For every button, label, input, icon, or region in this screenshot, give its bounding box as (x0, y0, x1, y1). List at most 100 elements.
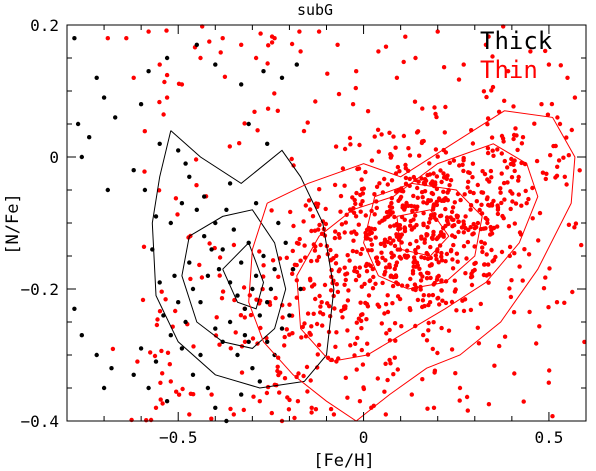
thick-point (72, 306, 77, 311)
thin-point (420, 298, 426, 303)
thin-point (319, 300, 324, 305)
thin-point (544, 171, 549, 176)
thin-point (364, 301, 370, 307)
thin-point (269, 410, 274, 416)
thin-point (360, 246, 365, 252)
thin-point (316, 29, 322, 34)
y-tick-label: 0.2 (30, 16, 59, 35)
thin-point (314, 321, 320, 327)
thin-point (566, 153, 571, 158)
thin-point (499, 133, 505, 139)
thin-point (348, 343, 353, 348)
thin-point (355, 335, 360, 341)
thin-point (409, 203, 414, 209)
thin-point (417, 153, 422, 158)
thin-point (495, 203, 500, 208)
thin-point (375, 302, 380, 307)
thin-point (209, 416, 214, 421)
thin-point (400, 205, 405, 210)
thin-point (505, 165, 510, 170)
thin-point (374, 255, 380, 260)
thick-point (194, 42, 199, 47)
thin-point (146, 29, 151, 34)
thin-point (393, 145, 398, 150)
axis-ticks: −0.5 0 0.5 −0.4 −0.2 0 0.2 (20, 16, 587, 447)
thin-point (519, 141, 525, 146)
thin-point (188, 391, 193, 396)
thin-point (251, 394, 256, 399)
thin-point (419, 255, 424, 260)
thin-point (514, 133, 519, 138)
thin-point (135, 359, 140, 364)
thin-point (444, 215, 450, 220)
thin-point (361, 386, 367, 392)
thin-point (342, 230, 347, 235)
thin-point (477, 207, 482, 213)
thin-point (475, 325, 480, 330)
thin-point (425, 256, 431, 261)
thin-point (410, 209, 415, 214)
thin-point (389, 178, 395, 183)
thin-point (437, 197, 442, 203)
thin-point (491, 153, 496, 158)
thin-point (140, 297, 146, 303)
thin-point (340, 315, 345, 320)
thin-point (382, 389, 387, 394)
thin-point (433, 147, 439, 152)
thin-point (301, 219, 306, 224)
thin-point (397, 169, 402, 174)
thin-point (345, 253, 350, 258)
thin-point (286, 407, 292, 412)
thin-point (299, 335, 304, 340)
thin-point (388, 152, 393, 157)
thin-point (337, 267, 342, 272)
thin-point (428, 244, 433, 250)
thick-point (242, 333, 248, 338)
thin-point (498, 190, 503, 195)
thin-point (438, 168, 443, 173)
thin-point (309, 405, 314, 410)
thin-point (520, 278, 525, 283)
thick-point (109, 366, 114, 371)
thick-point (164, 55, 170, 61)
thin-point (372, 192, 377, 197)
thin-point (501, 180, 507, 186)
thin-point (308, 332, 313, 337)
thin-point (252, 109, 257, 115)
thin-point (480, 249, 485, 255)
thin-point (359, 347, 364, 353)
thin-point (359, 326, 364, 331)
thin-point (546, 62, 552, 67)
thin-point (369, 248, 374, 253)
thin-point (428, 213, 434, 218)
thin-point (354, 367, 359, 372)
thin-point (430, 346, 435, 352)
thick-point (261, 253, 266, 259)
y-tick-label: −0.2 (20, 280, 59, 299)
thin-point (502, 334, 508, 339)
thin-point (519, 203, 524, 208)
y-tick-label: 0 (49, 148, 59, 167)
thin-point (426, 293, 432, 298)
thick-point (138, 102, 144, 107)
thin-point (334, 330, 339, 335)
thin-point (469, 274, 475, 279)
thin-point (486, 34, 491, 39)
thin-point (193, 157, 199, 162)
thin-point (512, 168, 517, 174)
thin-point (269, 208, 274, 213)
thin-point (408, 223, 413, 228)
thin-point (425, 172, 430, 178)
thin-point (318, 310, 323, 315)
thin-point (523, 188, 528, 194)
thin-point (510, 191, 515, 196)
thin-point (452, 200, 457, 205)
thin-point (515, 147, 520, 153)
thin-point (167, 362, 172, 367)
thin-point (424, 250, 429, 256)
thin-point (469, 282, 475, 288)
thick-point (87, 135, 92, 140)
thin-point (222, 74, 228, 80)
thin-point (387, 236, 392, 241)
thin-point (290, 331, 295, 336)
